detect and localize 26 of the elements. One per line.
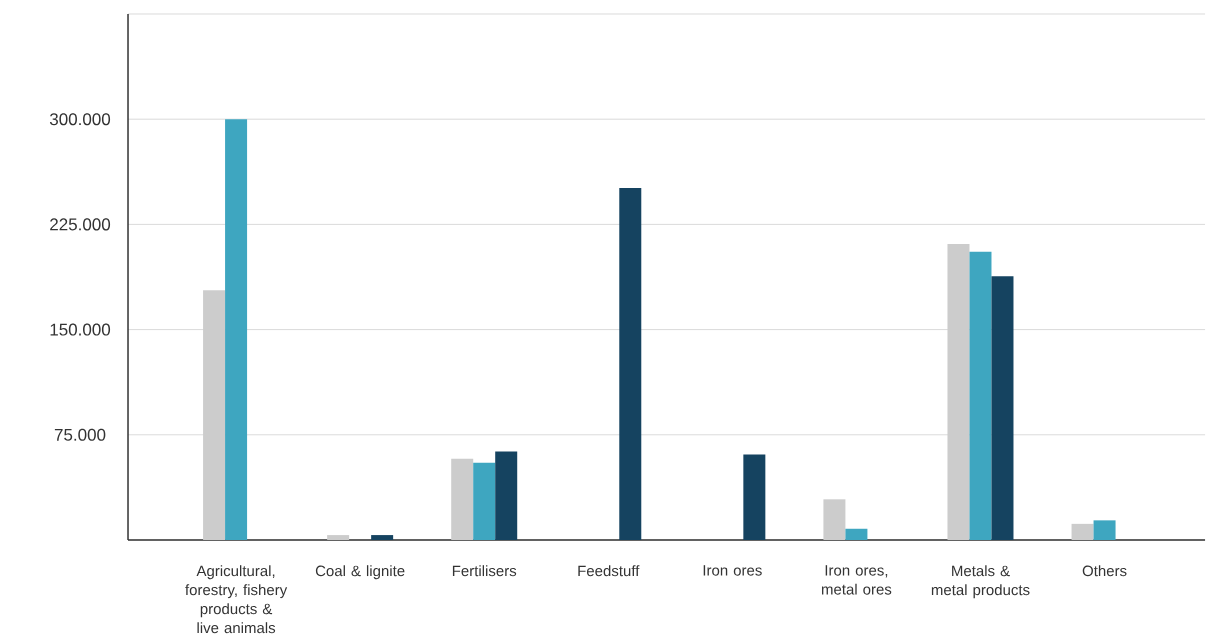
- y-tick-label: 225.000: [50, 218, 111, 231]
- bar: [371, 535, 394, 540]
- x-tick-label: Iron ores: [703, 565, 762, 576]
- bar: [969, 251, 992, 540]
- bar: [1093, 520, 1116, 540]
- x-tick-label: Others: [1082, 565, 1127, 577]
- x-tick-label: Agricultural, forestry, fishery products & live animals: [185, 565, 288, 634]
- y-tick-label: 150.000: [50, 323, 111, 336]
- bar: [619, 187, 642, 540]
- bar: [451, 458, 474, 540]
- x-tick-label: Fertilisers: [452, 565, 517, 577]
- x-tick-label: Coal & lignite: [315, 565, 405, 580]
- bar: [495, 451, 518, 540]
- bar: [327, 535, 350, 540]
- bar: [991, 276, 1014, 540]
- x-tick-label: Feedstuff: [578, 565, 640, 577]
- bar: [845, 528, 868, 540]
- x-tick-label: Iron ores, metal ores: [821, 565, 892, 595]
- bar: [225, 119, 248, 540]
- bar: [823, 499, 846, 540]
- x-tick-label: Metals & metal products: [931, 565, 1030, 599]
- bar: [1071, 523, 1094, 540]
- y-tick-label: 75.000: [54, 428, 106, 441]
- bar: [473, 462, 496, 540]
- bar: [743, 454, 766, 540]
- y-tick-label: 300.000: [49, 113, 111, 126]
